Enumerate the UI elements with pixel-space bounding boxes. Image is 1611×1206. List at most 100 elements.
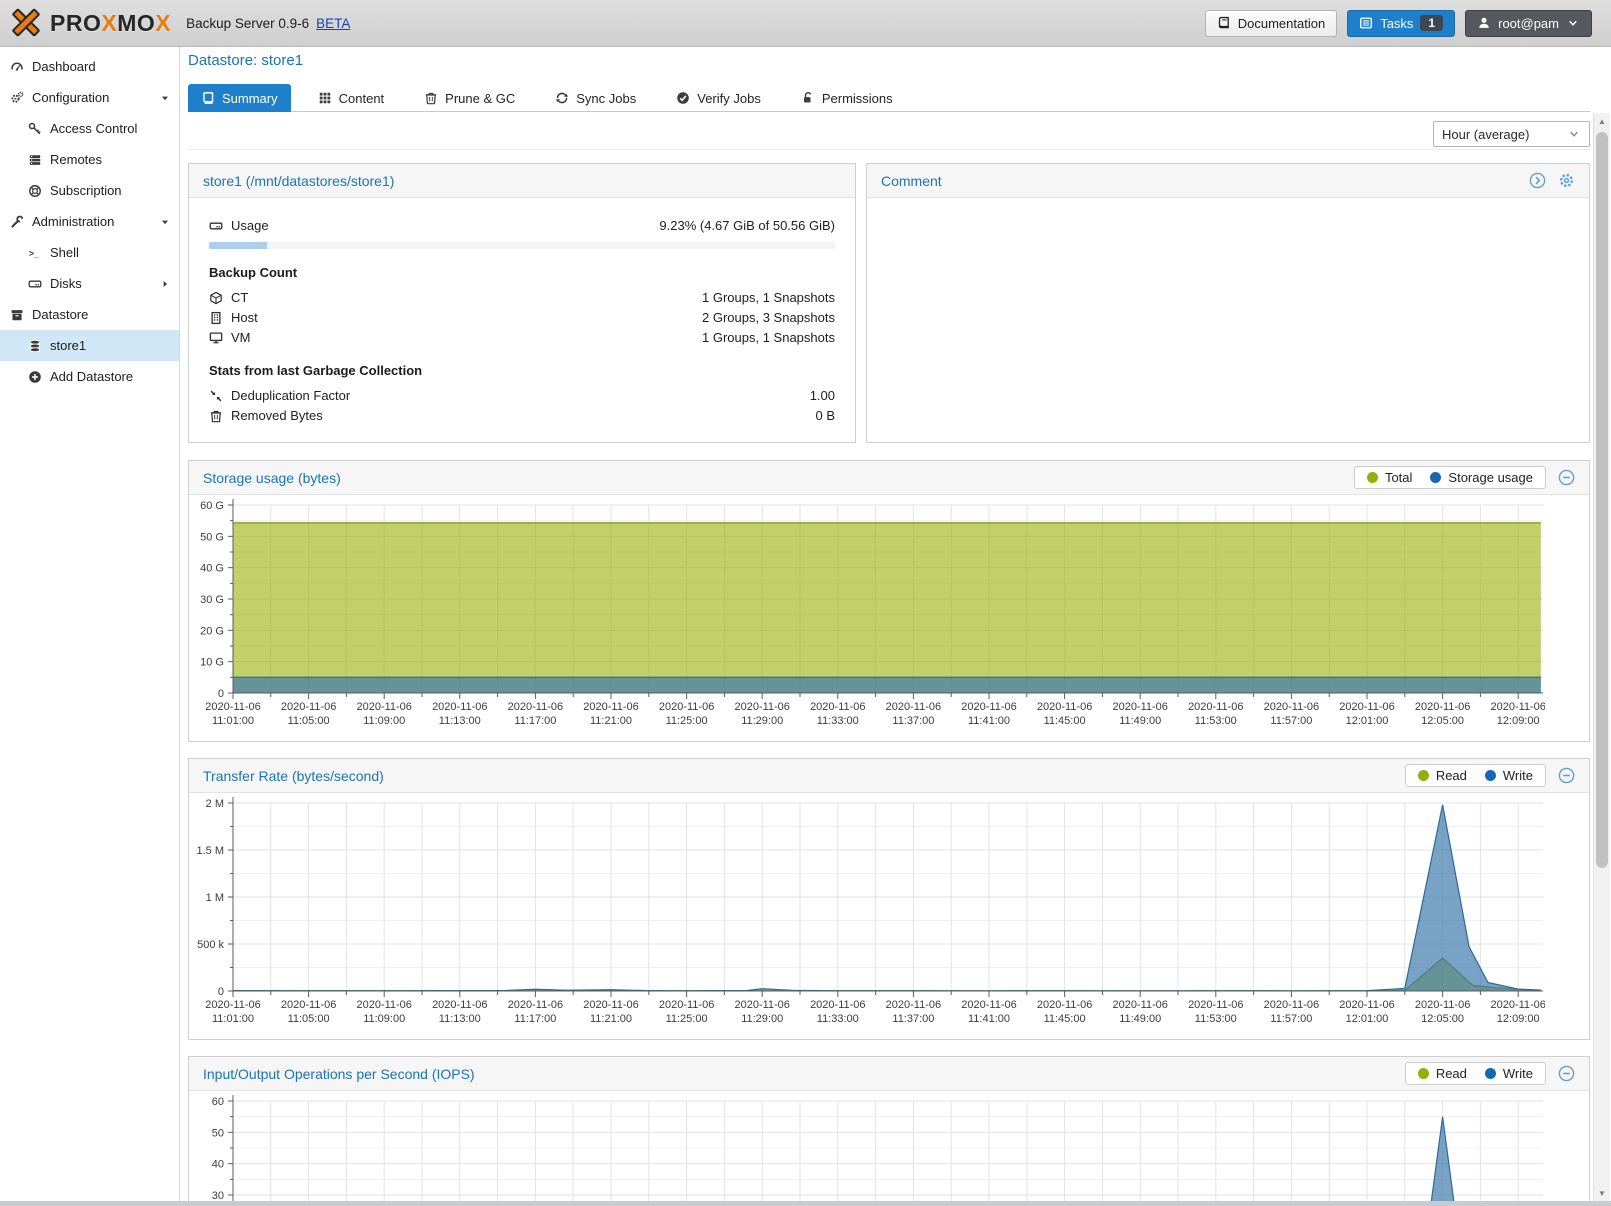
- sidebar-item-label: Remotes: [50, 152, 103, 167]
- legend-item-total[interactable]: Total: [1366, 470, 1413, 485]
- caret-down-icon: [159, 92, 171, 104]
- info-row-label: CT: [231, 290, 249, 305]
- sidebar-item-subscription[interactable]: Subscription: [0, 175, 179, 206]
- proxmox-logo-icon: [8, 5, 44, 41]
- comment-panel-body[interactable]: [867, 198, 1589, 443]
- tab-verify-jobs[interactable]: Verify Jobs: [663, 84, 774, 112]
- info-row-label: Deduplication Factor: [231, 388, 351, 403]
- svg-text:2020-11-06: 2020-11-06: [1339, 701, 1394, 713]
- sidebar-item-label: Configuration: [32, 90, 110, 105]
- sync-icon: [555, 91, 569, 105]
- sidebar-item-access-control[interactable]: Access Control: [0, 113, 179, 144]
- sidebar-item-configuration[interactable]: Configuration: [0, 82, 179, 113]
- user-menu-button[interactable]: root@pam: [1465, 9, 1592, 37]
- documentation-button[interactable]: Documentation: [1204, 9, 1338, 37]
- svg-text:2020-11-06: 2020-11-06: [583, 701, 638, 713]
- collapse-circle-minus-icon[interactable]: [1558, 1065, 1575, 1082]
- legend-label: Total: [1384, 470, 1413, 485]
- legend-dot-icon: [1366, 472, 1378, 483]
- sidebar-item-label: Add Datastore: [50, 369, 134, 384]
- svg-text:11:53:00: 11:53:00: [1195, 715, 1237, 727]
- comment-panel-header: Comment: [867, 164, 1589, 198]
- tab-content[interactable]: Content: [305, 84, 398, 112]
- info-row-deduplication-factor: Deduplication Factor 1.00: [209, 386, 835, 405]
- sidebar-item-administration[interactable]: Administration: [0, 206, 179, 237]
- beta-link[interactable]: BETA: [316, 15, 351, 31]
- svg-text:2020-11-06: 2020-11-06: [432, 701, 487, 713]
- gear-icon[interactable]: [1558, 172, 1575, 189]
- svg-text:2020-11-06: 2020-11-06: [659, 701, 714, 713]
- tab-sync-jobs[interactable]: Sync Jobs: [542, 84, 649, 112]
- sidebar-item-datastore[interactable]: Datastore: [0, 299, 179, 330]
- legend-item-write[interactable]: Write: [1484, 768, 1533, 783]
- sidebar-item-dashboard[interactable]: Dashboard: [0, 51, 179, 82]
- svg-text:2020-11-06: 2020-11-06: [810, 999, 865, 1011]
- svg-text:2020-11-06: 2020-11-06: [281, 999, 336, 1011]
- scroll-up-arrow-icon[interactable]: ▲: [1598, 116, 1606, 126]
- info-row-label: Removed Bytes: [231, 408, 323, 423]
- sidebar-item-label: store1: [50, 338, 87, 353]
- lifering-icon: [28, 184, 42, 198]
- legend-item-read[interactable]: Read: [1417, 1066, 1467, 1081]
- info-row-removed-bytes: Removed Bytes 0 B: [209, 406, 835, 425]
- tab-label: Content: [338, 90, 385, 106]
- svg-text:12:01:00: 12:01:00: [1346, 715, 1389, 727]
- svg-text:11:45:00: 11:45:00: [1044, 715, 1086, 727]
- proxmox-brand-text: PROXMOX: [50, 9, 172, 36]
- legend-label: Read: [1435, 768, 1467, 783]
- time-range-select[interactable]: Hour (average): [1433, 121, 1590, 147]
- tab-permissions[interactable]: Permissions: [788, 84, 906, 112]
- svg-text:11:53:00: 11:53:00: [1195, 1013, 1237, 1025]
- svg-text:11:09:00: 11:09:00: [363, 1013, 405, 1025]
- scroll-down-arrow-icon[interactable]: ▼: [1598, 1188, 1606, 1198]
- usage-progress-fill: [209, 242, 267, 249]
- collapse-circle-minus-icon[interactable]: [1558, 469, 1575, 486]
- vertical-scrollbar[interactable]: ▲ ▼: [1593, 113, 1610, 1201]
- legend-item-read[interactable]: Read: [1417, 768, 1467, 783]
- svg-text:12:05:00: 12:05:00: [1421, 1013, 1464, 1025]
- svg-text:11:57:00: 11:57:00: [1270, 715, 1312, 727]
- transfer-rate-chart-header: Transfer Rate (bytes/second) Read Write: [189, 759, 1589, 793]
- hdd-icon: [209, 219, 223, 233]
- iops-chart: 01020304050602020-11-0611:01:002020-11-0…: [212, 1095, 1543, 1206]
- collapse-circle-minus-icon[interactable]: [1558, 767, 1575, 784]
- svg-text:2020-11-06: 2020-11-06: [1490, 701, 1545, 713]
- sidebar-item-remotes[interactable]: Remotes: [0, 144, 179, 175]
- scrollbar-thumb[interactable]: [1596, 132, 1608, 868]
- tab-prune-gc[interactable]: Prune & GC: [411, 84, 528, 112]
- svg-text:1 M: 1 M: [206, 892, 224, 904]
- window-bottom-edge: [0, 1201, 1611, 1206]
- legend-item-storage-usage[interactable]: Storage usage: [1430, 470, 1533, 485]
- sidebar-item-label: Administration: [32, 214, 115, 229]
- sidebar-item-disks[interactable]: Disks: [0, 268, 179, 299]
- tasks-count-badge: 1: [1420, 15, 1444, 31]
- storage-usage-chart-panel: Storage usage (bytes) Total Storage usage…: [188, 460, 1590, 742]
- svg-text:11:25:00: 11:25:00: [666, 715, 708, 727]
- remotes-icon: [28, 153, 42, 167]
- sidebar-item-label: Subscription: [50, 183, 122, 198]
- storage-usage-chart-title: Storage usage (bytes): [203, 469, 341, 486]
- legend-dot-icon: [1484, 770, 1496, 781]
- svg-text:11:01:00: 11:01:00: [212, 715, 254, 727]
- legend-item-write[interactable]: Write: [1484, 1066, 1533, 1081]
- sidebar-item-store1[interactable]: store1: [0, 330, 179, 361]
- svg-text:2020-11-06: 2020-11-06: [281, 701, 336, 713]
- tasks-button[interactable]: Tasks 1: [1347, 9, 1456, 37]
- terminal-icon: >_: [28, 246, 42, 260]
- sidebar-item-shell[interactable]: >_ Shell: [0, 237, 179, 268]
- svg-text:2020-11-06: 2020-11-06: [1037, 701, 1092, 713]
- sidebar-item-add-datastore[interactable]: Add Datastore: [0, 361, 179, 392]
- backup-count-heading: Backup Count: [209, 265, 298, 280]
- svg-text:11:13:00: 11:13:00: [439, 1013, 481, 1025]
- user-icon: [1477, 16, 1491, 30]
- svg-text:11:13:00: 11:13:00: [439, 715, 481, 727]
- chevron-down-icon: [1567, 127, 1581, 141]
- chevron-circle-right-icon[interactable]: [1529, 172, 1546, 189]
- tab-summary[interactable]: Summary: [188, 84, 291, 112]
- svg-text:40 G: 40 G: [200, 563, 224, 575]
- svg-text:2020-11-06: 2020-11-06: [1264, 701, 1319, 713]
- svg-text:50: 50: [212, 1127, 224, 1139]
- tab-label: Permissions: [821, 90, 893, 106]
- usage-progress-bar: [209, 242, 835, 249]
- legend-dot-icon: [1430, 472, 1442, 483]
